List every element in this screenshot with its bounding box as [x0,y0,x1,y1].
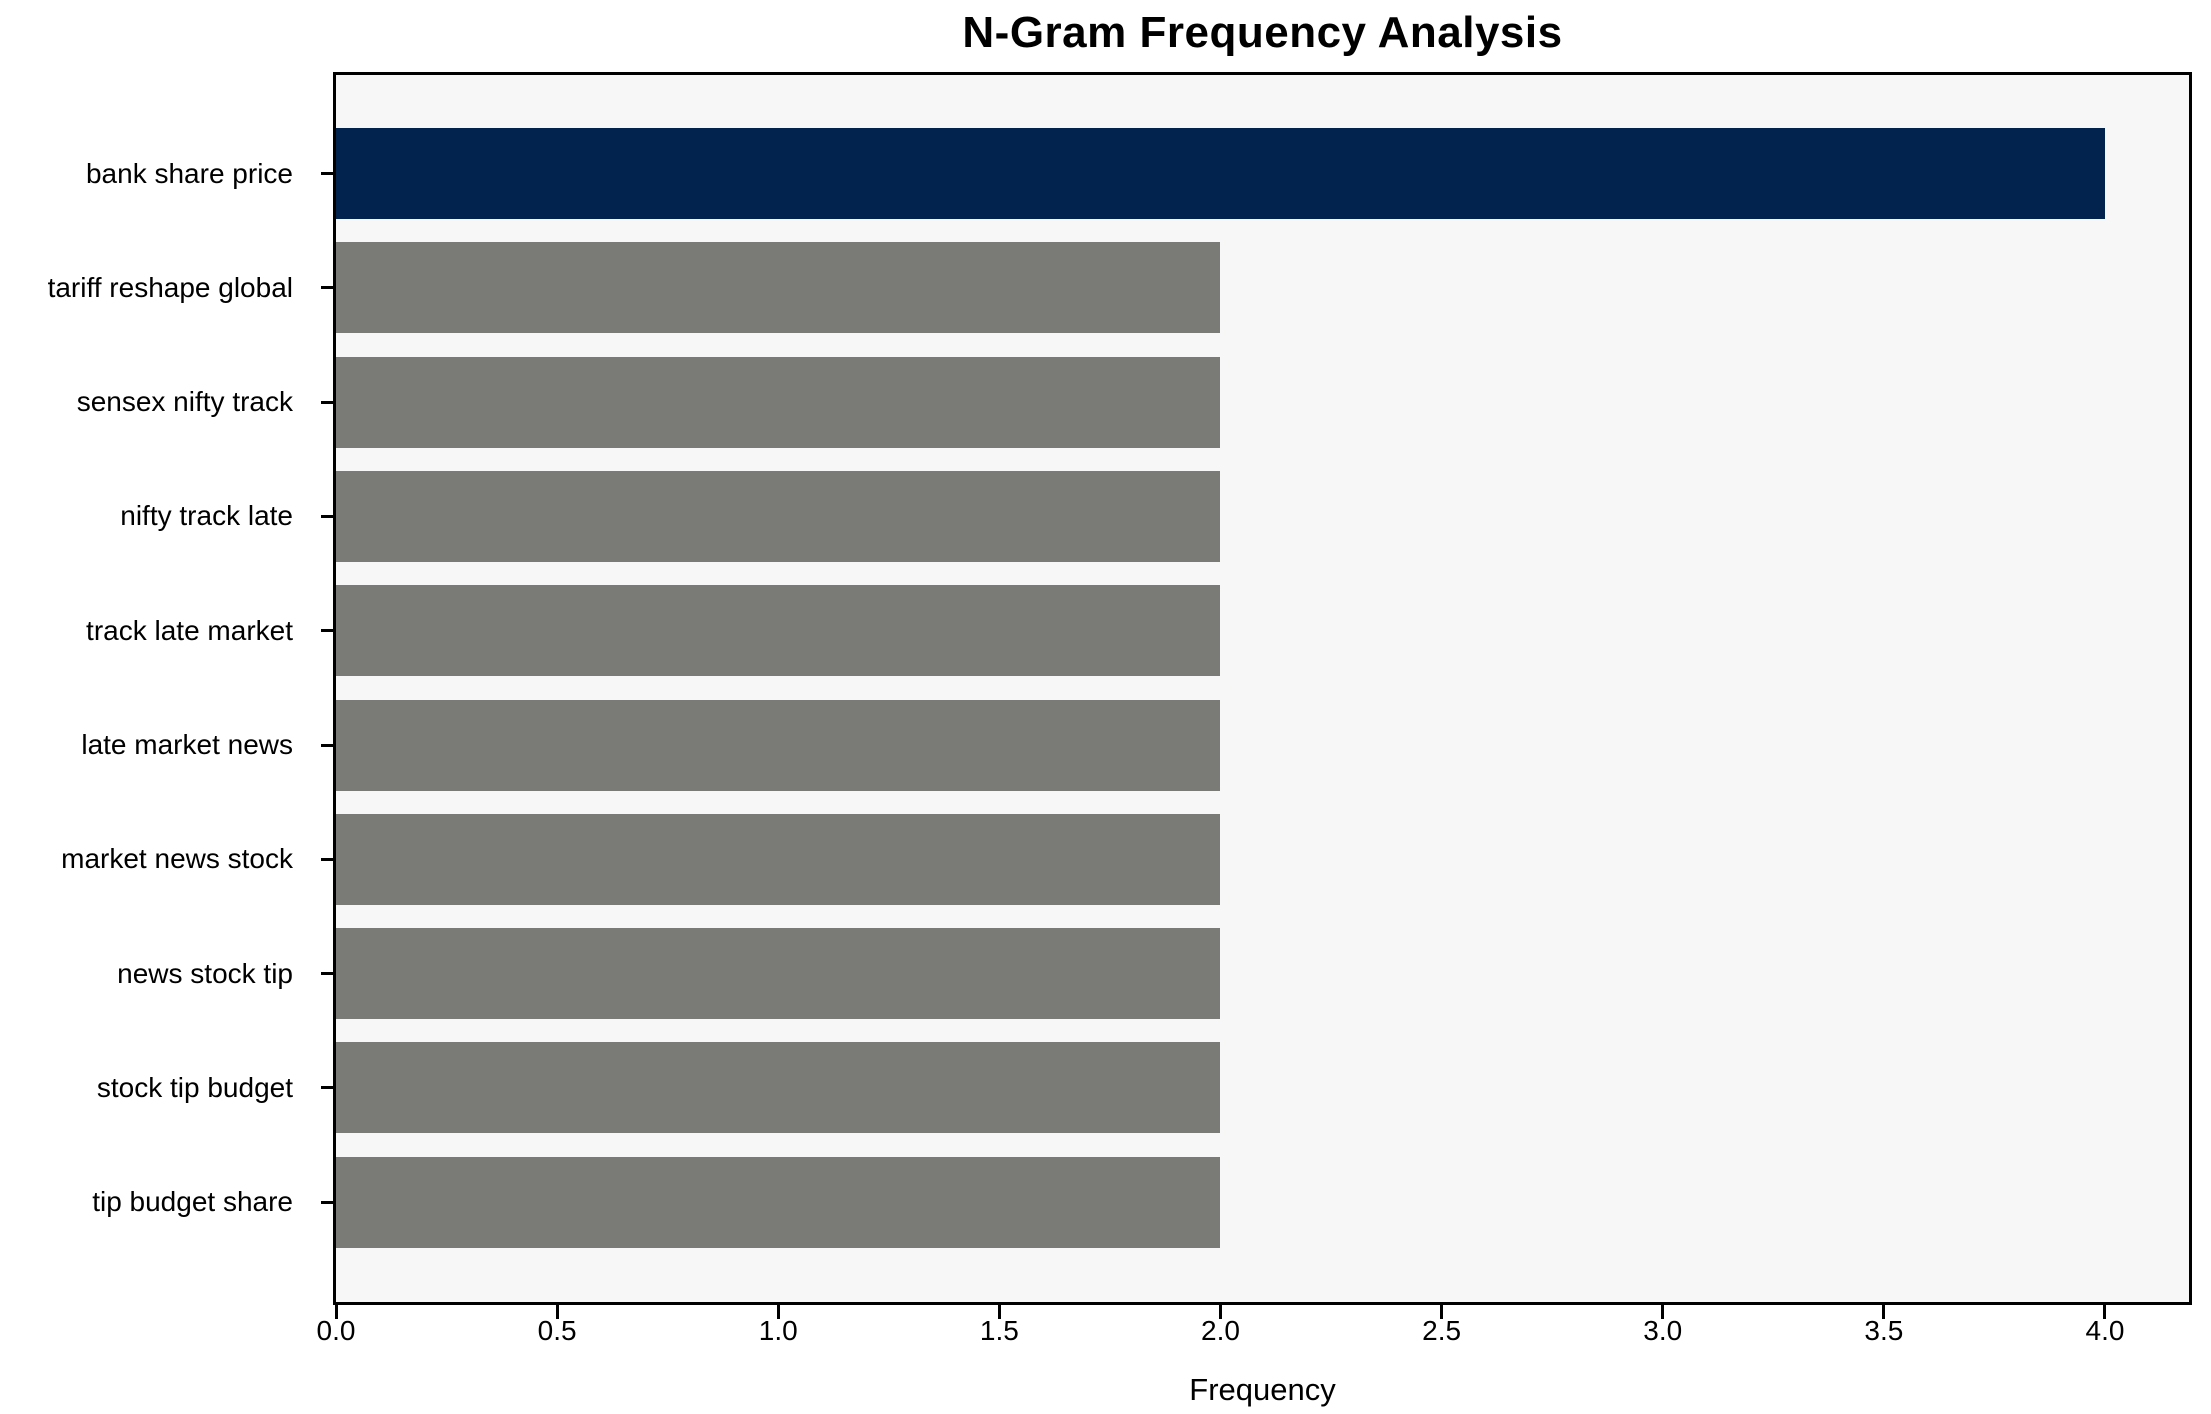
y-tick-sensex-nifty-track [321,400,333,404]
y-tick-late-market-news [321,743,333,747]
y-tick-news-stock-tip [321,972,333,976]
y-tick-tip-budget-share [321,1200,333,1204]
y-tick-label-tariff-reshape-global: tariff reshape global [47,271,293,303]
bar-sensex-nifty-track [336,356,1221,448]
y-tick-label-market-news-stock: market news stock [61,843,293,875]
bar-stock-tip-budget [336,1042,1221,1134]
y-axis-labels: bank share price tariff reshape global sen… [0,75,318,1302]
x-tick-3.0 [1661,1305,1665,1319]
y-tick-track-late-market [321,629,333,633]
y-tick-label-news-stock-tip: news stock tip [117,957,293,989]
x-tick-label-3.5: 3.5 [1864,1315,1904,1346]
y-tick-label-tip-budget-share: tip budget share [92,1186,293,1218]
x-tick-0.5 [555,1305,559,1319]
x-axis-labels: 0.0 0.5 1.0 1.5 2.0 2.5 3.0 3.5 4.0 [317,1315,2189,1355]
x-tick-label-0.5: 0.5 [537,1315,577,1346]
y-tick-label-sensex-nifty-track: sensex nifty track [76,386,293,418]
bar-tip-budget-share [336,1156,1221,1248]
x-tick-label-1.0: 1.0 [758,1315,798,1346]
x-tick-4.0 [2103,1305,2107,1319]
y-tick-tariff-reshape-global [321,286,333,290]
x-axis-title: Frequency [1189,1372,1336,1407]
y-tick-label-bank-share-price: bank share price [85,157,293,189]
y-tick-nifty-track-late [321,514,333,518]
bar-late-market-news [336,699,1221,791]
x-tick-label-2.5: 2.5 [1422,1315,1462,1346]
bar-market-news-stock [336,813,1221,905]
y-tick-label-late-market-news: late market news [81,729,293,760]
x-tick-label-1.5: 1.5 [979,1315,1019,1346]
bar-nifty-track-late [336,470,1221,562]
x-tick-2.0 [1218,1305,1222,1319]
y-tick-label-stock-tip-budget: stock tip budget [96,1071,293,1103]
y-tick-label-track-late-market: track late market [86,614,293,646]
y-tick-stock-tip-budget [321,1086,333,1090]
bar-track-late-market [336,585,1221,677]
bar-bank-share-price [336,128,2105,219]
y-tick-bank-share-price [321,172,333,175]
y-tick-label-nifty-track-late: nifty track late [120,500,293,532]
plot-area [321,72,2192,1319]
x-tick-1.5 [997,1305,1001,1319]
x-tick-2.5 [1440,1305,1444,1319]
x-tick-label-4.0: 4.0 [2085,1315,2125,1346]
y-tick-market-news-stock [321,857,333,861]
x-tick-label-2.0: 2.0 [1201,1315,1240,1346]
chart-title: N-Gram Frequency Analysis [962,8,1563,57]
x-tick-3.5 [1882,1305,1886,1319]
x-tick-0.0 [334,1305,338,1319]
x-tick-1.0 [776,1305,780,1319]
bar-tariff-reshape-global [336,242,1221,334]
bar-news-stock-tip [336,928,1221,1020]
x-tick-label-3.0: 3.0 [1643,1315,1683,1346]
x-tick-label-0.0: 0.0 [316,1315,356,1346]
